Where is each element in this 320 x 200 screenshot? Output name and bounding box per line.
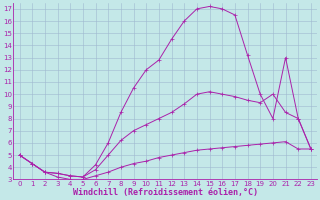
X-axis label: Windchill (Refroidissement éolien,°C): Windchill (Refroidissement éolien,°C) (73, 188, 258, 197)
